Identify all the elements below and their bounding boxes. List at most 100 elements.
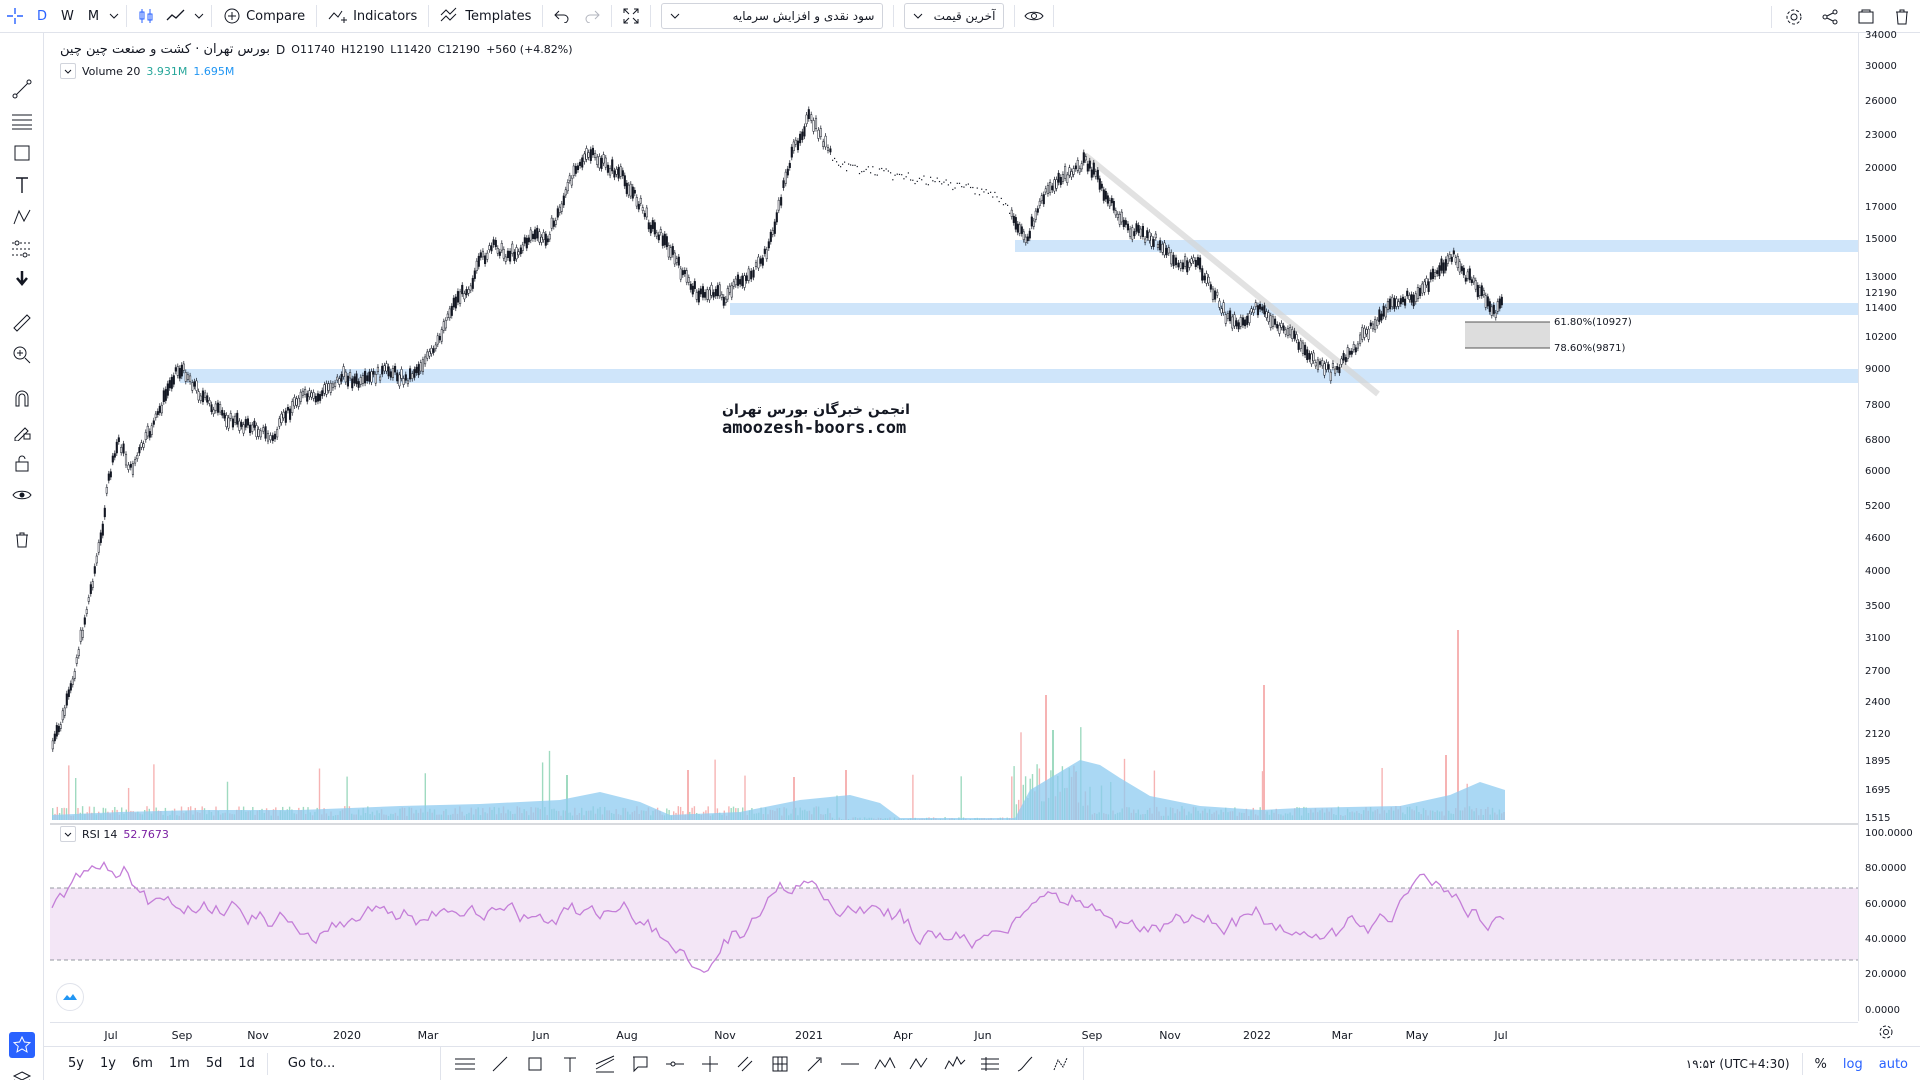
rsi-axis[interactable]: 100.0000 80.0000 60.0000 40.0000 20.0000 0.00… bbox=[1858, 825, 1920, 1021]
range-1d-button[interactable]: 1d bbox=[238, 1056, 255, 1071]
layers-icon[interactable] bbox=[9, 1066, 35, 1080]
volume-bar bbox=[548, 750, 551, 820]
candles-chart-type-icon[interactable] bbox=[131, 0, 161, 33]
volume-bar bbox=[1261, 771, 1264, 820]
long-position-icon[interactable] bbox=[972, 1047, 1007, 1080]
trend-line-icon[interactable] bbox=[9, 76, 35, 102]
time-axis[interactable]: Jul Sep Nov 2020 Mar Jun Aug Nov 2021 Apr Jun Sep No… bbox=[50, 1022, 1858, 1046]
horizontal-ray-icon[interactable] bbox=[657, 1047, 692, 1080]
lock-drawing-icon[interactable] bbox=[9, 418, 35, 444]
interval-week-button[interactable]: W bbox=[61, 8, 74, 24]
log-scale-button[interactable]: log bbox=[1842, 1056, 1863, 1072]
price-candle bbox=[506, 250, 509, 258]
brush-icon[interactable] bbox=[1007, 1047, 1042, 1080]
elliott-wave-icon[interactable] bbox=[937, 1047, 972, 1080]
parallel-channel-icon[interactable] bbox=[727, 1047, 762, 1080]
price-candle bbox=[293, 397, 296, 407]
price-candle bbox=[1462, 267, 1465, 276]
range-5y-button[interactable]: 5y bbox=[68, 1056, 84, 1071]
collapse-toggle[interactable] bbox=[60, 63, 76, 79]
price-candle bbox=[383, 365, 386, 372]
price-candle bbox=[131, 463, 134, 475]
text-icon[interactable] bbox=[552, 1047, 587, 1080]
path-icon[interactable] bbox=[1042, 1047, 1077, 1080]
unlock-icon[interactable] bbox=[9, 450, 35, 476]
eye-icon[interactable] bbox=[1019, 0, 1049, 33]
range-1m-button[interactable]: 1m bbox=[168, 1056, 190, 1071]
callout-icon[interactable] bbox=[622, 1047, 657, 1080]
price-axis[interactable]: 34000 30000 26000 23000 20000 17000 15000 13000… bbox=[1858, 30, 1920, 825]
compare-button[interactable]: Compare bbox=[216, 0, 312, 33]
horizontal-lines-icon[interactable] bbox=[9, 108, 35, 134]
rectangle-icon[interactable] bbox=[517, 1047, 552, 1080]
logo-icon[interactable] bbox=[56, 983, 84, 1011]
volume-bar bbox=[88, 806, 91, 820]
fib-level-618[interactable]: 61.80%(10927) bbox=[1554, 317, 1632, 328]
clock-timezone[interactable]: ۱۹:۵۲ (UTC+4:30) bbox=[1685, 1057, 1790, 1071]
interval-month-button[interactable]: M bbox=[87, 8, 100, 24]
collapse-toggle[interactable] bbox=[60, 826, 76, 842]
text-icon[interactable] bbox=[9, 172, 35, 198]
percent-scale-button[interactable]: % bbox=[1814, 1056, 1827, 1072]
layout-dropdown[interactable]: سود نقدی و افزایش سرمایه bbox=[661, 3, 884, 29]
range-6m-button[interactable]: 6m bbox=[131, 1056, 153, 1071]
star-icon[interactable] bbox=[9, 1032, 35, 1058]
price-candle bbox=[885, 168, 887, 170]
redo-icon[interactable] bbox=[577, 0, 607, 33]
price-candle bbox=[152, 420, 155, 425]
price-candle bbox=[340, 374, 343, 382]
fib-level-786[interactable]: 78.60%(9871) bbox=[1554, 343, 1626, 354]
fib-channel-icon[interactable] bbox=[587, 1047, 622, 1080]
zoom-in-icon[interactable] bbox=[9, 342, 35, 368]
price-candle bbox=[1199, 257, 1202, 270]
abcd-pattern-icon[interactable] bbox=[902, 1047, 937, 1080]
line-chart-icon[interactable] bbox=[161, 0, 191, 33]
crosshair-tool-icon[interactable] bbox=[0, 0, 30, 33]
range-5d-button[interactable]: 5d bbox=[205, 1056, 223, 1071]
trend-line-icon[interactable] bbox=[482, 1047, 517, 1080]
share-icon[interactable] bbox=[1812, 0, 1848, 33]
price-candle bbox=[79, 629, 82, 642]
eye-icon[interactable] bbox=[9, 482, 35, 508]
magnet-icon[interactable] bbox=[9, 386, 35, 412]
interval-day-button[interactable]: D bbox=[37, 8, 48, 24]
price-candle bbox=[1059, 177, 1062, 185]
price-candle bbox=[938, 180, 941, 183]
arrow-line-icon[interactable] bbox=[797, 1047, 832, 1080]
horizontal-lines-icon[interactable] bbox=[447, 1047, 482, 1080]
rectangle-icon[interactable] bbox=[9, 140, 35, 166]
arrow-down-icon[interactable] bbox=[9, 265, 35, 291]
hline-icon[interactable] bbox=[832, 1047, 867, 1080]
auto-scale-button[interactable]: auto bbox=[1878, 1056, 1908, 1072]
undo-icon[interactable] bbox=[547, 0, 577, 33]
price-candle bbox=[552, 220, 555, 227]
range-1y-button[interactable]: 1y bbox=[99, 1056, 116, 1071]
pattern-icon[interactable] bbox=[9, 204, 35, 230]
goto-button[interactable]: Go to... bbox=[287, 1056, 336, 1071]
price-candle bbox=[1082, 152, 1085, 163]
price-tick-label: 2400 bbox=[1865, 697, 1891, 708]
trash-icon[interactable] bbox=[1884, 0, 1920, 33]
pattern-icon[interactable] bbox=[867, 1047, 902, 1080]
prediction-icon[interactable] bbox=[9, 236, 35, 262]
trash-icon[interactable] bbox=[9, 527, 35, 553]
gear-icon[interactable] bbox=[1878, 1024, 1898, 1044]
indicators-button[interactable]: Indicators bbox=[321, 0, 424, 33]
price-candle bbox=[689, 283, 692, 290]
crosshair-icon[interactable] bbox=[692, 1047, 727, 1080]
ruler-icon[interactable] bbox=[9, 310, 35, 336]
chevron-down-icon[interactable] bbox=[191, 0, 207, 33]
grid-tool-icon[interactable] bbox=[762, 1047, 797, 1080]
chevron-down-icon[interactable] bbox=[106, 0, 122, 33]
snapshot-icon[interactable] bbox=[1848, 0, 1884, 33]
price-candle bbox=[1306, 349, 1309, 361]
price-candle bbox=[251, 424, 254, 432]
templates-button[interactable]: Templates bbox=[433, 0, 538, 33]
chart-canvas[interactable] bbox=[0, 0, 1858, 1022]
fullscreen-icon[interactable] bbox=[616, 0, 646, 33]
price-candle bbox=[1371, 323, 1374, 330]
gear-icon[interactable] bbox=[1776, 0, 1812, 33]
symbol-name[interactable]: بورس تهران · کشت و صنعت چین چین bbox=[60, 42, 271, 57]
price-source-dropdown[interactable]: آخرین قیمت bbox=[904, 3, 1005, 29]
price-candle bbox=[463, 293, 466, 300]
